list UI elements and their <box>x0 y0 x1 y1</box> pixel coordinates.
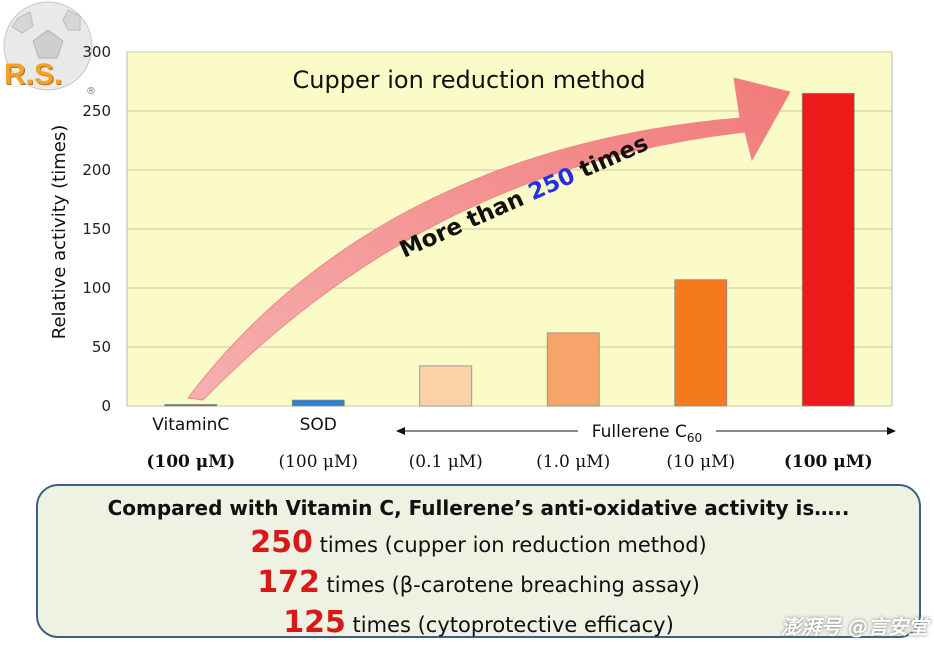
y-tick-label: 100 <box>82 279 111 297</box>
concentration-label: (100 μM) <box>146 452 235 472</box>
bar <box>419 365 473 407</box>
logo-text: R.S. <box>4 58 63 91</box>
summary-heading: Compared with Vitamin C, Fullerene’s ant… <box>107 496 850 520</box>
category-labels: VitaminC SOD <box>152 415 337 435</box>
y-axis-label: Relative activity (times) <box>49 125 70 339</box>
concentration-labels: (100 μM) (100 μM) (0.1 μM) (1.0 μM) (10 μM) (… <box>146 452 872 472</box>
category-label: SOD <box>300 415 337 435</box>
trend-arrow <box>187 77 791 401</box>
y-tick-label: 0 <box>101 397 111 415</box>
y-tick-label: 250 <box>82 102 111 120</box>
y-tick-label: 300 <box>82 43 111 61</box>
y-tick-label: 200 <box>82 161 111 179</box>
concentration-label: (100 μM) <box>278 452 358 472</box>
bar <box>291 399 345 407</box>
summary-box: Compared with Vitamin C, Fullerene’s ant… <box>36 484 921 640</box>
concentration-label: (10 μM) <box>666 452 735 472</box>
y-axis-ticks: 0 50 100 150 200 250 300 <box>82 43 111 415</box>
concentration-label: (0.1 μM) <box>409 452 483 472</box>
bar <box>674 279 728 407</box>
watermark: 澎湃号 @言安堂 <box>781 615 928 639</box>
summary-row-cytoprotective: 125 times (cytoprotective efficacy) <box>283 605 674 640</box>
concentration-label: (100 μM) <box>784 452 873 472</box>
soccer-ball-icon <box>3 1 93 91</box>
registered-mark: ® <box>86 86 96 97</box>
concentration-label: (1.0 μM) <box>536 452 610 472</box>
fullerene-group-bracket: Fullerene C60 <box>396 422 896 445</box>
category-label: VitaminC <box>152 415 229 435</box>
fullerene-group-label: Fullerene C60 <box>592 422 702 445</box>
summary-row-beta-carotene: 172 times (β-carotene breaching assay) <box>257 565 700 600</box>
bar <box>164 404 218 407</box>
rs-logo: R.S. ® <box>0 0 96 97</box>
chart-title: Cupper ion reduction method <box>293 66 646 94</box>
bar <box>546 332 600 407</box>
bar-chart: 0 50 100 150 200 250 300 Relative activity (ti… <box>49 43 896 472</box>
bars <box>164 92 855 407</box>
bar <box>801 92 855 407</box>
summary-row-cupper: 250 times (cupper ion reduction method) <box>250 525 707 560</box>
y-tick-label: 150 <box>82 220 111 238</box>
y-tick-label: 50 <box>92 338 111 356</box>
